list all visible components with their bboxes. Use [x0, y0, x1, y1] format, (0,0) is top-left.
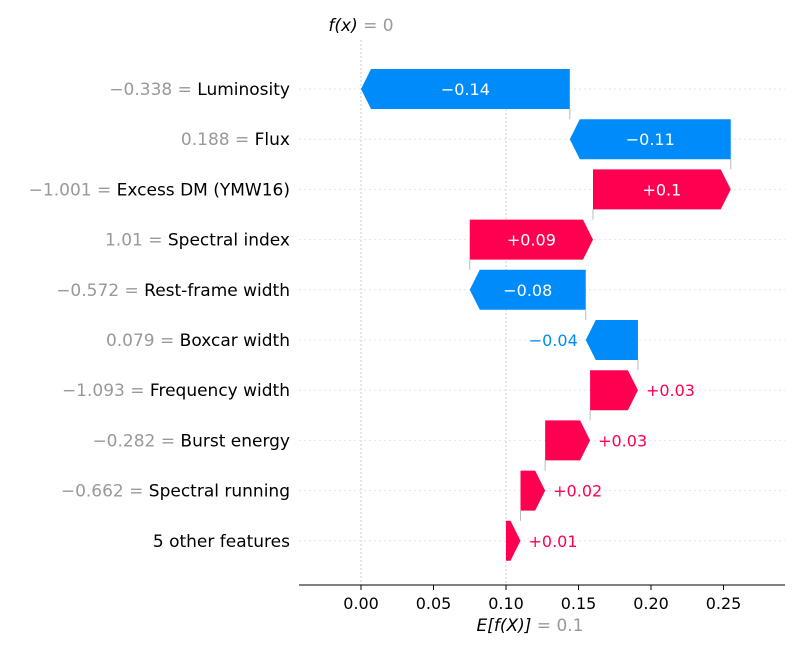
feature-name: 5 other features	[153, 532, 290, 552]
bar-value-label: +0.02	[553, 482, 602, 501]
bar-value-label: −0.14	[441, 80, 490, 99]
bar	[585, 320, 638, 360]
bar	[569, 119, 731, 160]
bar-value-label: −0.08	[503, 281, 552, 300]
feature-name: Spectral running	[149, 482, 290, 502]
bar	[469, 269, 586, 310]
feature-label: −0.662 = Spectral running	[61, 482, 290, 502]
feature-label: 1.01 = Spectral index	[105, 231, 290, 251]
x-tick-label: 0.25	[706, 594, 742, 613]
feature-label: −1.093 = Frequency width	[62, 381, 290, 401]
output-value: 0	[383, 16, 394, 36]
feature-value: 0.188 =	[181, 130, 255, 150]
bar	[469, 219, 593, 260]
bar-value-label: −0.11	[626, 130, 675, 149]
feature-value: −0.338 =	[109, 80, 197, 100]
feature-name: Flux	[255, 130, 290, 150]
base-eq: =	[531, 616, 556, 636]
bar	[506, 520, 521, 561]
feature-name: Burst energy	[180, 431, 290, 451]
feature-value: 0.079 =	[106, 331, 180, 351]
bar	[361, 69, 570, 109]
bar-value-label: +0.09	[507, 231, 556, 250]
feature-label: −0.572 = Rest-frame width	[56, 281, 290, 301]
feature-name: Frequency width	[150, 381, 290, 401]
feature-value: −0.662 =	[61, 482, 149, 502]
feature-label: −0.338 = Luminosity	[109, 80, 290, 100]
feature-label: −0.282 = Burst energy	[92, 431, 290, 451]
feature-name: Boxcar width	[180, 331, 290, 351]
feature-label: 0.079 = Boxcar width	[106, 331, 290, 351]
bar	[520, 470, 546, 511]
bar-value-label: −0.04	[529, 331, 578, 350]
bar	[590, 370, 638, 411]
bars-layer	[361, 69, 731, 561]
feature-label: 0.188 = Flux	[181, 130, 290, 150]
feature-name: Excess DM (YMW16)	[117, 180, 290, 200]
feature-value: −1.093 =	[62, 381, 150, 401]
output-eq: =	[358, 16, 383, 36]
x-tick-label: 0.10	[488, 594, 524, 613]
x-tick-label: 0.00	[343, 594, 379, 613]
output-symbol: f(x)	[328, 16, 357, 36]
feature-value: −1.001 =	[29, 180, 117, 200]
x-tick-label: 0.20	[633, 594, 669, 613]
output-value-label: f(x) = 0	[328, 16, 393, 36]
x-tick-label: 0.05	[416, 594, 452, 613]
feature-label: 5 other features	[153, 532, 290, 552]
bar	[545, 420, 591, 461]
bar-value-label: +0.1	[642, 180, 681, 199]
feature-value: −0.572 =	[56, 281, 144, 301]
x-tick-label: 0.15	[561, 594, 597, 613]
feature-label: −1.001 = Excess DM (YMW16)	[29, 180, 290, 200]
labels-layer: −0.14 −0.338 = Luminosity −0.11 0.188 = Flu…	[29, 80, 695, 552]
feature-name: Luminosity	[197, 80, 290, 100]
feature-name: Rest-frame width	[144, 281, 290, 301]
base-value-label: E[f(X)] = 0.1	[476, 616, 583, 636]
bar-value-label: +0.01	[529, 532, 578, 551]
base-value: 0.1	[556, 616, 583, 636]
base-symbol: E[f(X)]	[476, 616, 531, 636]
feature-value: 1.01 =	[105, 231, 168, 251]
feature-value: −0.282 =	[92, 431, 180, 451]
bar-value-label: +0.03	[646, 381, 695, 400]
bar-value-label: +0.03	[598, 431, 647, 450]
bar	[593, 169, 731, 210]
feature-name: Spectral index	[168, 231, 290, 251]
x-axis: 0.00 0.05 0.10 0.15 0.20 0.25	[299, 584, 785, 613]
